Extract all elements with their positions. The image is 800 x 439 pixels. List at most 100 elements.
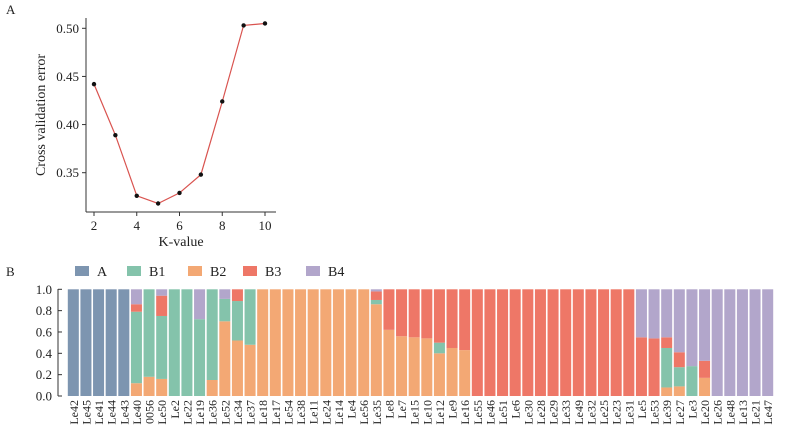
bar-segment-b3 [522, 289, 534, 396]
bar-segment-b4 [686, 289, 698, 367]
bar-Le55 [471, 289, 483, 396]
bar-segment-b1 [433, 342, 445, 354]
bar-Le12 [433, 289, 445, 396]
bar-Le14 [332, 289, 344, 396]
bar-segment-b1 [661, 347, 673, 388]
panel-b-stacked-bar-chart: B A B1 B2 B3 B4 0.00.20.40.60.81.0 Le42Le45L… [6, 264, 775, 425]
bar-Le30 [522, 289, 534, 396]
x-tick-label: Le20 [698, 400, 712, 425]
x-tick-label: Le21 [749, 400, 763, 425]
bar-Le15 [408, 289, 420, 396]
bar-Le6 [509, 289, 521, 396]
bar-segment-b3 [433, 289, 445, 343]
x-tick-label: Le55 [471, 400, 485, 425]
bar-Le32 [585, 289, 597, 396]
bar-segment-b3 [547, 289, 559, 396]
bar-Le11 [307, 289, 319, 396]
bar-segment-b2 [408, 337, 420, 396]
x-tick-label: Le41 [92, 400, 106, 425]
legend-item-b4: B4 [306, 265, 344, 280]
bar-segment-b2 [358, 289, 370, 396]
x-tick-label: Le35 [370, 400, 384, 425]
bar-segment-a [80, 289, 92, 396]
x-tick-label: Le7 [395, 400, 409, 419]
bar-segment-b1 [143, 289, 155, 377]
x-tick-label: Le11 [307, 400, 321, 424]
bar-segment-b2 [257, 289, 269, 396]
x-tick-label: Le28 [534, 400, 548, 425]
y-tick-label: 0.4 [36, 346, 53, 361]
legend-swatch [188, 266, 202, 276]
data-point-k3 [113, 132, 118, 138]
bar-Le44 [105, 289, 117, 396]
legend-swatch [243, 266, 257, 276]
bar-0056 [143, 289, 155, 396]
bar-segment-b2 [231, 340, 243, 396]
bar-segment-b3 [572, 289, 584, 396]
data-point-k5 [155, 201, 161, 206]
bar-segment-b2 [156, 378, 168, 396]
bar-segment-b2 [143, 376, 155, 396]
bar-segment-b3 [421, 289, 433, 339]
data-point-k8 [220, 99, 225, 104]
bar-Le31 [623, 289, 635, 396]
y-tick-label: 0.40 [56, 117, 79, 132]
legend-label: B1 [149, 265, 165, 280]
x-tick-label: Le31 [622, 400, 636, 425]
bar-segment-b3 [231, 289, 243, 302]
x-tick-label: Le46 [483, 400, 497, 425]
bar-Le52 [219, 289, 231, 396]
bar-segment-b2 [459, 350, 471, 396]
legend-item-a: A [75, 265, 108, 280]
bar-segment-b3 [509, 289, 521, 396]
bar-segment-b1 [244, 289, 256, 345]
bar-segment-b3 [497, 289, 509, 396]
x-tick-label: Le43 [117, 400, 131, 425]
panel-a-x-axis-title: K-value [158, 235, 203, 250]
y-tick-label: 0.0 [36, 389, 52, 404]
panel-a-letter: A [6, 2, 16, 17]
bar-segment-b2 [661, 387, 673, 396]
bar-Le21 [749, 289, 761, 396]
bar-segment-b3 [383, 289, 395, 330]
bar-segment-b1 [156, 315, 168, 379]
x-tick-label: Le12 [433, 400, 447, 425]
x-tick-label: Le4 [345, 400, 359, 419]
bar-segment-b1 [219, 298, 231, 322]
legend-label: B2 [210, 265, 226, 280]
x-tick-label: Le24 [319, 400, 333, 425]
bar-segment-a [105, 289, 117, 396]
bar-Le56 [358, 289, 370, 396]
bar-Le45 [80, 289, 92, 396]
x-tick-label: Le2 [168, 400, 182, 419]
bar-Le23 [610, 289, 622, 396]
x-tick-label: Le10 [420, 400, 434, 425]
bar-segment-b1 [168, 289, 180, 396]
x-tick-label: Le51 [496, 400, 510, 425]
bar-segment-b3 [370, 291, 382, 300]
y-tick-label: 0.35 [56, 165, 79, 180]
legend-label: B4 [328, 265, 344, 280]
x-tick-label: Le39 [660, 400, 674, 425]
x-tick-label: Le15 [408, 400, 422, 425]
bar-segment-b3 [534, 289, 546, 396]
bar-segment-b1 [206, 289, 218, 380]
x-tick-label: 0056 [143, 400, 157, 424]
data-point-k2 [91, 81, 97, 87]
x-tick-label: Le53 [648, 400, 662, 425]
bar-Le48 [724, 289, 736, 396]
bar-Le20 [699, 289, 711, 396]
bar-Le5 [635, 289, 647, 396]
bar-segment-b1 [673, 367, 685, 387]
x-tick-label: Le22 [180, 400, 194, 425]
bar-segment-b1 [130, 311, 142, 384]
bar-segment-b4 [370, 289, 382, 292]
bar-Le35 [370, 289, 382, 396]
bar-segment-b4 [736, 289, 748, 396]
x-tick-label: Le3 [685, 400, 699, 419]
x-tick-label: Le16 [458, 400, 472, 425]
x-tick-label: Le34 [231, 400, 245, 425]
bar-segment-b2 [433, 353, 445, 396]
legend: A B1 B2 B3 B4 [75, 265, 344, 280]
